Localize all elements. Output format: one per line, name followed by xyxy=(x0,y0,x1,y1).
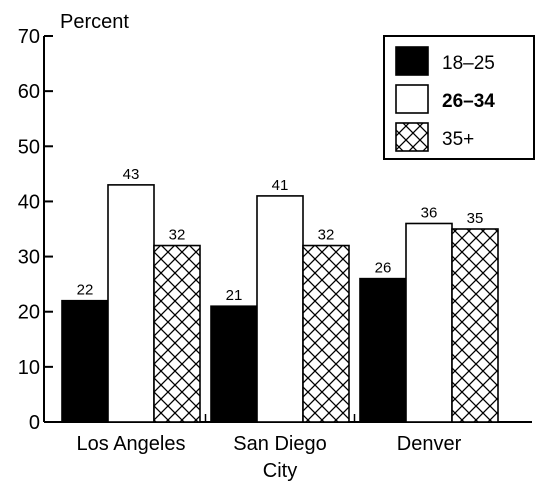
bar-value-label: 43 xyxy=(123,166,140,183)
x-category-label: Denver xyxy=(397,433,462,455)
bar-value-label: 36 xyxy=(421,204,438,221)
bar xyxy=(405,222,453,423)
y-tick-label: 30 xyxy=(18,247,40,269)
y-tick-label: 60 xyxy=(18,81,40,103)
x-category-label: San Diego xyxy=(233,433,326,455)
legend-swatch xyxy=(395,84,429,114)
bar xyxy=(451,228,499,423)
legend-label: 18–25 xyxy=(442,53,495,74)
legend-label: 26–34 xyxy=(442,91,495,112)
y-tick-label: 10 xyxy=(18,357,40,379)
bar-value-label: 32 xyxy=(318,227,335,244)
bar xyxy=(107,184,155,423)
y-tick-label: 20 xyxy=(18,302,40,324)
bar xyxy=(256,195,304,423)
y-axis-title: Percent xyxy=(60,11,129,33)
bar-value-label: 26 xyxy=(375,260,392,277)
bar xyxy=(153,244,201,423)
y-tick-label: 70 xyxy=(18,26,40,48)
bar xyxy=(210,305,258,423)
legend-label: 35+ xyxy=(442,129,474,150)
bar-value-label: 32 xyxy=(169,227,186,244)
bar xyxy=(61,299,109,423)
x-category-label: Los Angeles xyxy=(77,433,186,455)
bar xyxy=(302,244,350,423)
bar xyxy=(359,277,407,423)
y-tick-label: 0 xyxy=(29,412,40,434)
legend-swatch xyxy=(395,122,429,152)
y-tick-label: 40 xyxy=(18,191,40,213)
bar-value-label: 35 xyxy=(467,210,484,227)
legend-swatch xyxy=(395,46,429,76)
bar-value-label: 41 xyxy=(272,177,289,194)
bar-value-label: 21 xyxy=(226,287,243,304)
x-axis-title: City xyxy=(263,460,297,482)
y-tick-label: 50 xyxy=(18,136,40,158)
bar-value-label: 22 xyxy=(77,282,94,299)
